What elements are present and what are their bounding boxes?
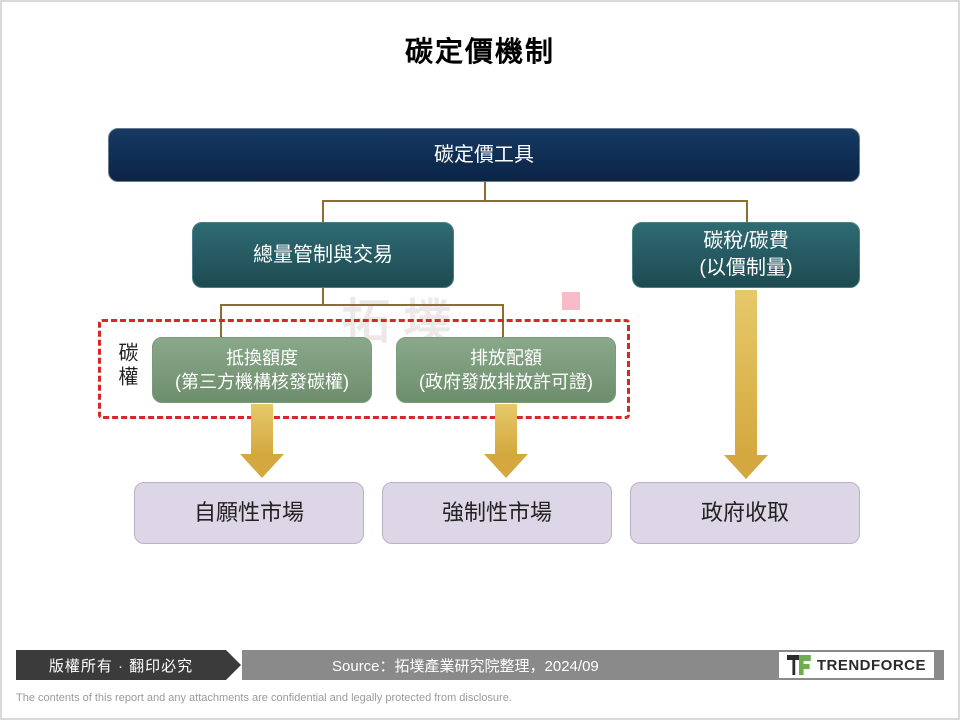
node-government-collect: 政府收取 [630,482,860,544]
node-text: 抵換額度 [226,346,298,370]
connector-line [746,200,748,222]
connector-line [322,200,748,202]
down-arrow-icon [724,290,768,479]
node-voluntary-market: 自願性市場 [134,482,364,544]
logo-text: TRENDFORCE [817,657,926,674]
node-subtext: (第三方機構核發碳權) [175,370,349,394]
down-arrow-icon [484,404,528,478]
node-subtext: (政府發放排放許可證) [419,370,593,394]
node-text: 總量管制與交易 [253,242,393,269]
watermark-dot [562,292,580,310]
copyright-badge: 版權所有 · 翻印必究 [16,650,226,680]
node-compliance-market: 強制性市場 [382,482,612,544]
node-offset-credits: 抵換額度 (第三方機構核發碳權) [152,337,372,403]
node-carbon-tax: 碳稅/碳費 (以價制量) [632,222,860,288]
logo-icon [787,653,811,677]
connector-line [322,200,324,222]
node-cap-and-trade: 總量管制與交易 [192,222,454,288]
node-text: 政府收取 [701,498,789,528]
slide-title: 碳定價機制 [2,30,958,70]
down-arrow-icon [240,404,284,478]
carbon-rights-label: 碳權 [112,342,141,390]
node-text: 自願性市場 [194,498,304,528]
node-text: 排放配額 [470,346,542,370]
slide: 碳定價機制 拓 墣 碳權 碳定價工具 總量管制與交易 碳稅/碳費 (以價制量) … [0,0,960,720]
node-root: 碳定價工具 [108,128,860,182]
node-text: 強制性市場 [442,498,552,528]
node-emission-allowance: 排放配額 (政府發放排放許可證) [396,337,616,403]
node-subtext: (以價制量) [699,255,792,282]
node-text: 碳稅/碳費 [703,228,789,255]
connector-line [484,182,486,202]
connector-line [220,304,504,306]
node-text: 碳定價工具 [434,142,534,169]
disclaimer-text: The contents of this report and any atta… [16,692,512,704]
trendforce-logo: TRENDFORCE [779,652,934,678]
source-text: Source：拓墣產業研究院整理，2024/09 [332,655,599,676]
